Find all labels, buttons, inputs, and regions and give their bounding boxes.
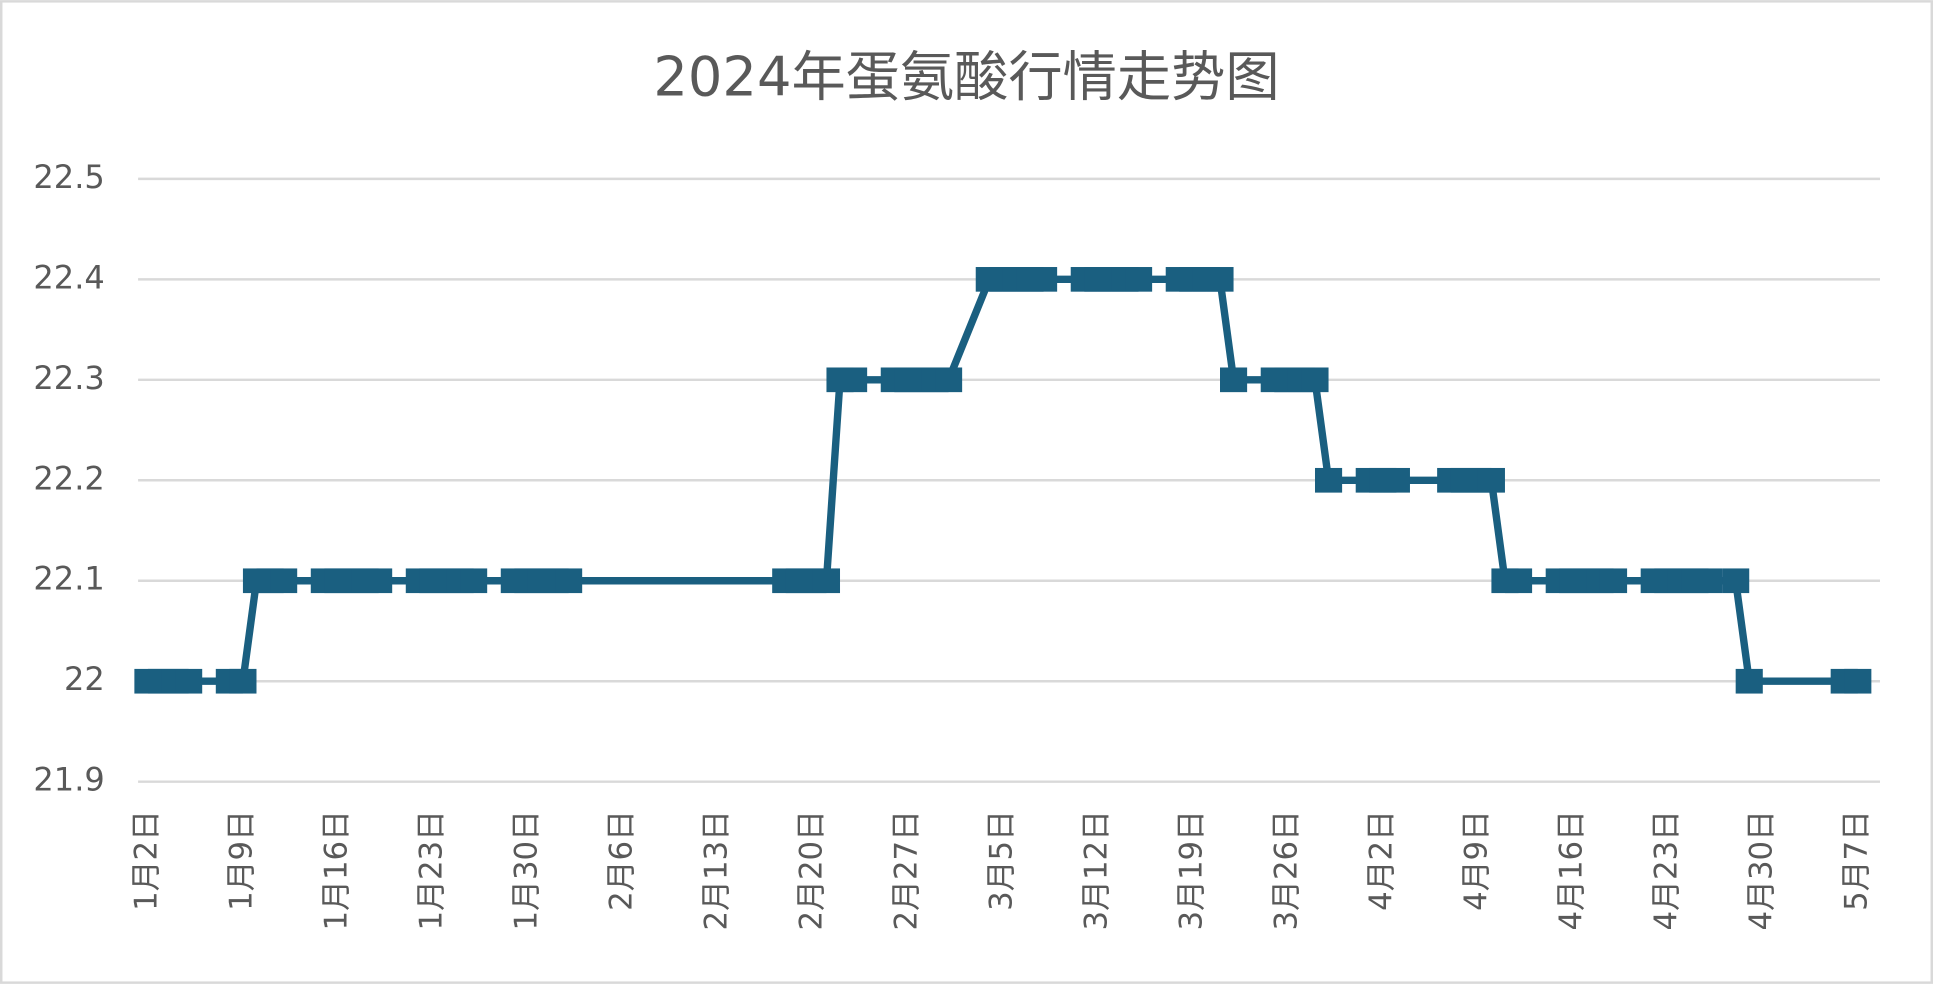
data-point xyxy=(270,568,298,594)
data-point xyxy=(812,568,841,594)
data-point xyxy=(1125,267,1153,292)
y-tick-label: 22.3 xyxy=(33,359,104,397)
x-tick-label: 3月19日 xyxy=(1173,810,1209,930)
x-tick-label: 4月30日 xyxy=(1743,810,1779,930)
data-point xyxy=(175,668,203,694)
x-tick-label: 1月16日 xyxy=(318,810,354,930)
y-tick-label: 22.5 xyxy=(33,158,104,196)
x-tick-label: 1月23日 xyxy=(413,810,449,930)
data-point xyxy=(1694,568,1723,594)
data-point xyxy=(840,367,868,393)
x-tick-label: 4月16日 xyxy=(1553,810,1589,930)
x-tick-label: 5月7日 xyxy=(1838,810,1874,911)
data-point xyxy=(1735,668,1763,694)
x-tick-label: 2月13日 xyxy=(698,810,734,930)
x-tick-label: 2月20日 xyxy=(793,810,829,930)
x-tick-label: 2月27日 xyxy=(888,810,924,930)
data-point xyxy=(1382,467,1410,493)
y-tick-label: 22 xyxy=(64,660,105,698)
y-tick-label: 22.4 xyxy=(33,258,104,296)
data-point xyxy=(365,568,393,594)
data-point xyxy=(1206,267,1234,292)
x-tick-label: 3月5日 xyxy=(983,810,1019,911)
data-point xyxy=(935,367,963,393)
chart-title: 2024年蛋氨酸行情走势图 xyxy=(653,45,1279,108)
data-point xyxy=(1844,668,1872,694)
data-point xyxy=(555,568,583,594)
x-tick-label: 4月9日 xyxy=(1458,810,1494,911)
data-point xyxy=(1314,467,1343,493)
x-tick-label: 3月12日 xyxy=(1078,810,1114,930)
x-tick-label: 1月30日 xyxy=(508,810,544,930)
data-point xyxy=(1030,267,1058,292)
data-point xyxy=(1301,367,1329,393)
x-tick-label: 1月2日 xyxy=(128,810,164,911)
y-tick-label: 22.1 xyxy=(33,560,104,598)
y-tick-label: 22.2 xyxy=(33,459,104,497)
data-point xyxy=(1504,568,1533,594)
data-point xyxy=(1722,568,1750,594)
x-tick-label: 3月26日 xyxy=(1268,810,1304,930)
data-point xyxy=(1599,568,1628,594)
data-point xyxy=(229,668,257,694)
data-point xyxy=(1477,467,1505,493)
data-point xyxy=(460,568,488,594)
data-point xyxy=(1220,367,1248,393)
x-tick-label: 2月6日 xyxy=(603,810,639,911)
x-tick-label: 4月2日 xyxy=(1363,810,1399,911)
y-tick-label: 21.9 xyxy=(33,761,104,799)
x-tick-label: 4月23日 xyxy=(1648,810,1684,930)
x-tick-label: 1月9日 xyxy=(223,810,259,911)
